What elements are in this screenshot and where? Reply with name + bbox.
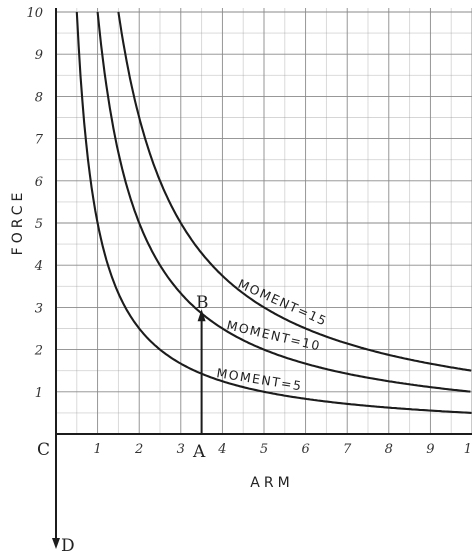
x-tick-label: 1: [93, 442, 101, 457]
x-tick-label: 10: [464, 442, 472, 457]
x-tick-label: 2: [134, 442, 143, 457]
force-arrowhead-b: [197, 309, 206, 322]
grid: [56, 8, 472, 434]
curve-moment-10: [96, 11, 471, 393]
curve-label: MOMENT=10: [225, 317, 322, 353]
y-tick-label: 9: [35, 48, 43, 63]
x-tick-label: 8: [385, 442, 393, 457]
x-tick-label: 3: [177, 442, 185, 457]
arrowhead-d: [52, 538, 60, 549]
x-tick-label: 4: [217, 442, 226, 457]
y-tick-label: 10: [26, 6, 43, 21]
y-tick-label: 5: [35, 217, 43, 232]
x-axis-title: ARM: [250, 475, 293, 491]
point-label-c: C: [37, 440, 50, 460]
y-tick-label: 1: [35, 386, 43, 401]
y-tick-label: 8: [35, 90, 43, 105]
curve-moment-5: [75, 11, 472, 414]
y-tick-label: 2: [34, 344, 43, 359]
y-tick-label: 6: [35, 175, 43, 190]
curves: [75, 11, 472, 414]
y-axis-title: FORCE: [10, 189, 26, 256]
y-tick-label: 3: [35, 301, 43, 316]
curve-label: MOMENT=5: [216, 365, 304, 393]
point-label-b: B: [196, 293, 209, 313]
curve-label: MOMENT=15: [236, 276, 330, 329]
point-label-a: A: [192, 442, 206, 462]
x-tick-label: 5: [260, 442, 268, 457]
point-label-d: D: [61, 536, 75, 555]
x-tick-label: 9: [426, 442, 434, 457]
x-tick-label: 6: [301, 442, 309, 457]
x-tick-label: 7: [343, 442, 352, 457]
curve-moment-15: [117, 11, 472, 372]
tick-labels: 1 2 3 4 5 6 7 8 9 10 1 2 3 4 5 6 7 8 9 10: [26, 6, 472, 457]
y-tick-label: 4: [34, 259, 43, 274]
y-tick-label: 7: [35, 133, 44, 148]
axes: [52, 8, 472, 549]
